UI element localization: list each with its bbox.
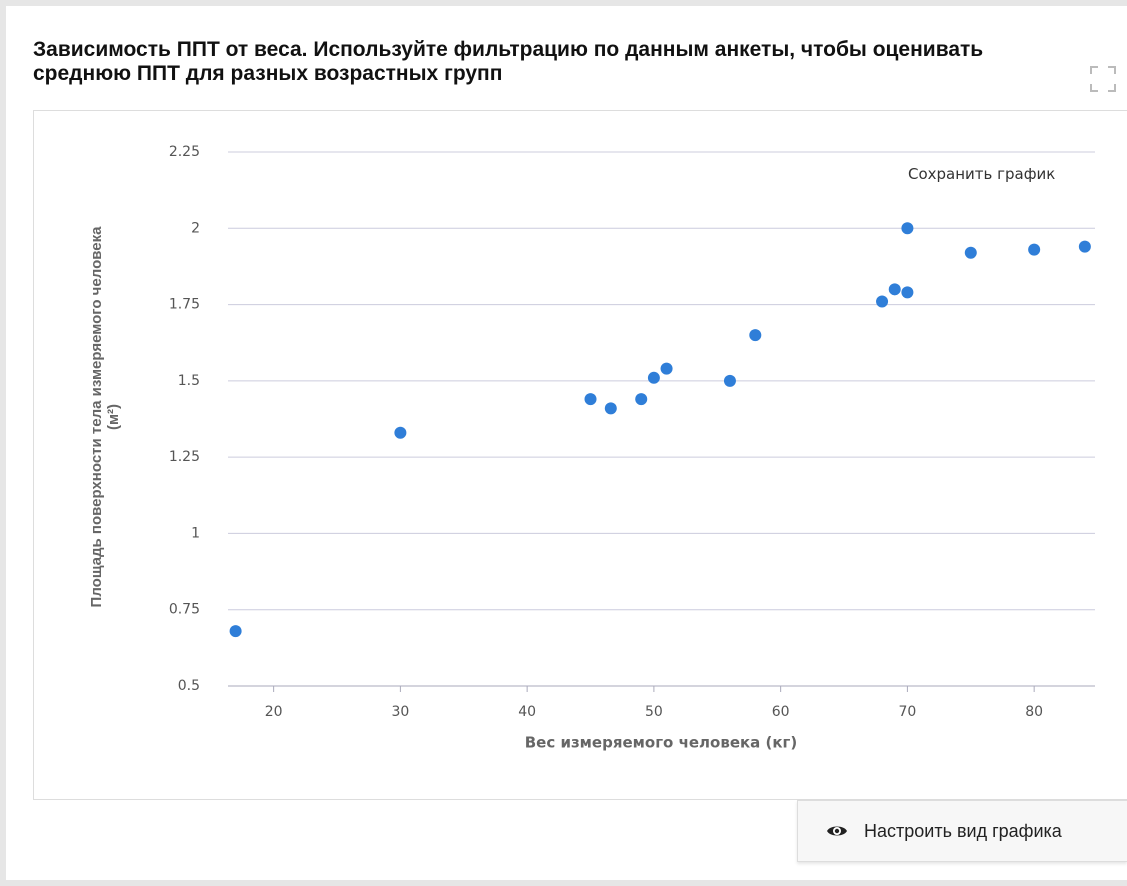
y-tick-label: 1.5 <box>178 373 200 389</box>
y-tick-label: 1 <box>191 525 200 541</box>
x-tick-label: 70 <box>898 704 916 720</box>
x-tick-label: 30 <box>391 704 409 720</box>
save-button[interactable]: Сохранить график <box>908 165 1056 183</box>
point <box>964 246 977 259</box>
x-tick-label: 60 <box>772 704 790 720</box>
settings-button[interactable]: Настроить вид графика <box>797 800 1127 862</box>
y-tick-label: 0.5 <box>178 678 200 694</box>
point <box>229 625 242 638</box>
point <box>888 283 901 296</box>
point <box>647 371 660 384</box>
point <box>1078 240 1091 253</box>
y-axis-title: Площадь поверхности тела измеряемого чел… <box>88 226 122 608</box>
chart-box <box>33 110 1127 800</box>
y-tick-label: 1.25 <box>169 449 200 465</box>
settings-label: Настроить вид графика <box>864 820 1062 841</box>
x-tick-label: 80 <box>1025 704 1043 720</box>
y-tick-label: 2.25 <box>169 144 200 160</box>
point <box>660 362 673 375</box>
point <box>876 295 889 308</box>
point <box>1028 243 1041 256</box>
y-tick-label: 0.75 <box>169 602 200 618</box>
point <box>749 329 762 342</box>
point <box>394 426 407 439</box>
x-axis-title: Вес измеряемого человека (кг) <box>525 734 798 752</box>
x-tick-label: 40 <box>518 704 536 720</box>
point <box>635 393 648 406</box>
point <box>604 402 617 415</box>
y-tick-label: 1.75 <box>169 297 200 313</box>
y-tick-label: 2 <box>191 220 200 236</box>
x-tick-label: 20 <box>265 704 283 720</box>
fullscreen-icon[interactable] <box>1090 66 1116 92</box>
x-tick-label: 50 <box>645 704 663 720</box>
point <box>901 286 914 299</box>
point <box>901 222 914 235</box>
point <box>723 374 736 387</box>
title: Зависимость ППТ от веса. Используйте фил… <box>33 38 984 85</box>
point <box>584 393 597 406</box>
eye-icon <box>827 826 847 836</box>
